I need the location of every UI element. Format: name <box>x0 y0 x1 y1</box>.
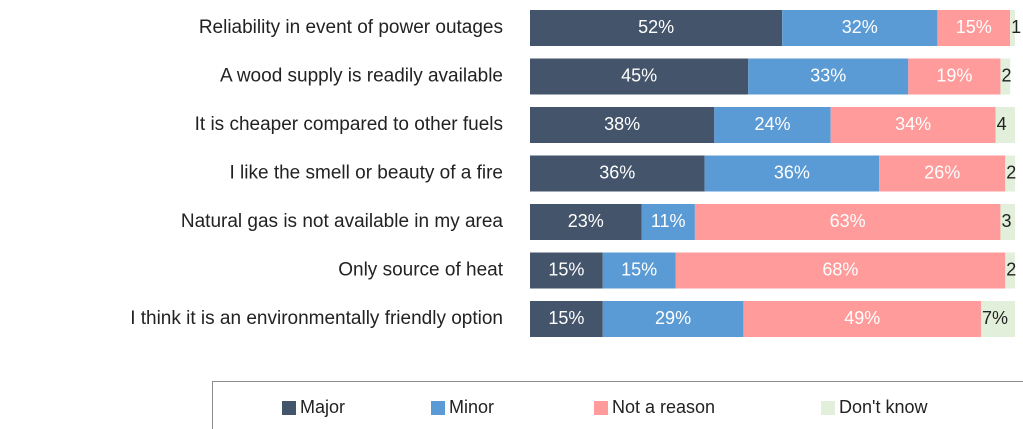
legend-label: Minor <box>449 397 494 417</box>
value-label: 15% <box>621 259 657 279</box>
value-label: 36% <box>774 162 810 182</box>
value-label: 15% <box>956 17 992 37</box>
value-label: 15% <box>548 308 584 328</box>
category-label: Reliability in event of power outages <box>199 17 503 38</box>
bar-segment <box>530 252 603 289</box>
value-label: 33% <box>810 65 846 85</box>
bar-segment <box>743 301 982 337</box>
bar-segment <box>830 107 996 143</box>
legend-swatch <box>821 401 835 415</box>
value-label: 19% <box>936 65 972 85</box>
bar-segment <box>908 58 1001 95</box>
bar-segment <box>704 155 880 192</box>
value-label: 3 <box>1001 211 1011 231</box>
value-label: 63% <box>830 211 866 231</box>
bar-segment <box>995 107 1015 143</box>
bar-segment <box>530 155 705 192</box>
value-label: 45% <box>621 65 657 85</box>
bar-segment <box>981 301 1015 337</box>
legend-swatch <box>431 401 445 415</box>
value-label: 34% <box>895 114 931 134</box>
value-label: 49% <box>844 308 880 328</box>
bar-segment <box>530 107 715 143</box>
value-label: 32% <box>842 17 878 37</box>
bar-segment <box>879 155 1006 192</box>
bar-segment <box>530 204 642 240</box>
bar-segment <box>530 10 783 46</box>
value-label: 29% <box>655 308 691 328</box>
value-label: 23% <box>568 211 604 231</box>
bar-segment <box>1005 155 1015 192</box>
value-label: 24% <box>754 114 790 134</box>
value-label: 11% <box>651 211 686 231</box>
value-label: 15% <box>548 259 584 279</box>
value-label: 7% <box>982 308 1008 328</box>
value-label: 1 <box>1011 17 1021 37</box>
legend-label: Major <box>300 397 345 417</box>
bar-segment <box>641 204 695 240</box>
bar-segment <box>1010 10 1015 46</box>
bar-segment <box>1000 58 1011 95</box>
value-label: 4 <box>997 114 1007 134</box>
value-label: 52% <box>638 17 674 37</box>
value-label: 68% <box>822 259 858 279</box>
bar-segment <box>782 10 938 46</box>
legend-box <box>212 381 1023 429</box>
value-label: 2 <box>1006 259 1016 279</box>
category-label: Natural gas is not available in my area <box>181 211 504 232</box>
value-label: 2 <box>1006 162 1016 182</box>
category-label: I think it is an environmentally friendl… <box>130 308 503 329</box>
legend-swatch <box>594 401 608 415</box>
bar-segment <box>748 58 909 95</box>
legend-label: Not a reason <box>612 397 715 417</box>
legend-swatch <box>282 401 296 415</box>
category-label: Only source of heat <box>338 260 503 281</box>
bar-segment <box>530 58 749 95</box>
bar-segment <box>694 204 1001 240</box>
bar-segment <box>675 252 1006 289</box>
value-label: 38% <box>604 114 640 134</box>
bar-segment <box>602 252 676 289</box>
value-label: 26% <box>924 162 960 182</box>
category-label: I like the smell or beauty of a fire <box>229 163 503 184</box>
bar-segment <box>602 301 744 337</box>
category-label: It is cheaper compared to other fuels <box>195 114 503 135</box>
value-label: 2 <box>1001 65 1011 85</box>
bar-segment <box>530 301 603 337</box>
bar-segment <box>1000 204 1015 240</box>
bar-segment <box>937 10 1011 46</box>
value-label: 36% <box>599 162 635 182</box>
category-label: A wood supply is readily available <box>220 66 503 87</box>
bar-segment <box>714 107 831 143</box>
bar-segment <box>1005 252 1015 289</box>
legend-label: Don't know <box>839 397 928 417</box>
